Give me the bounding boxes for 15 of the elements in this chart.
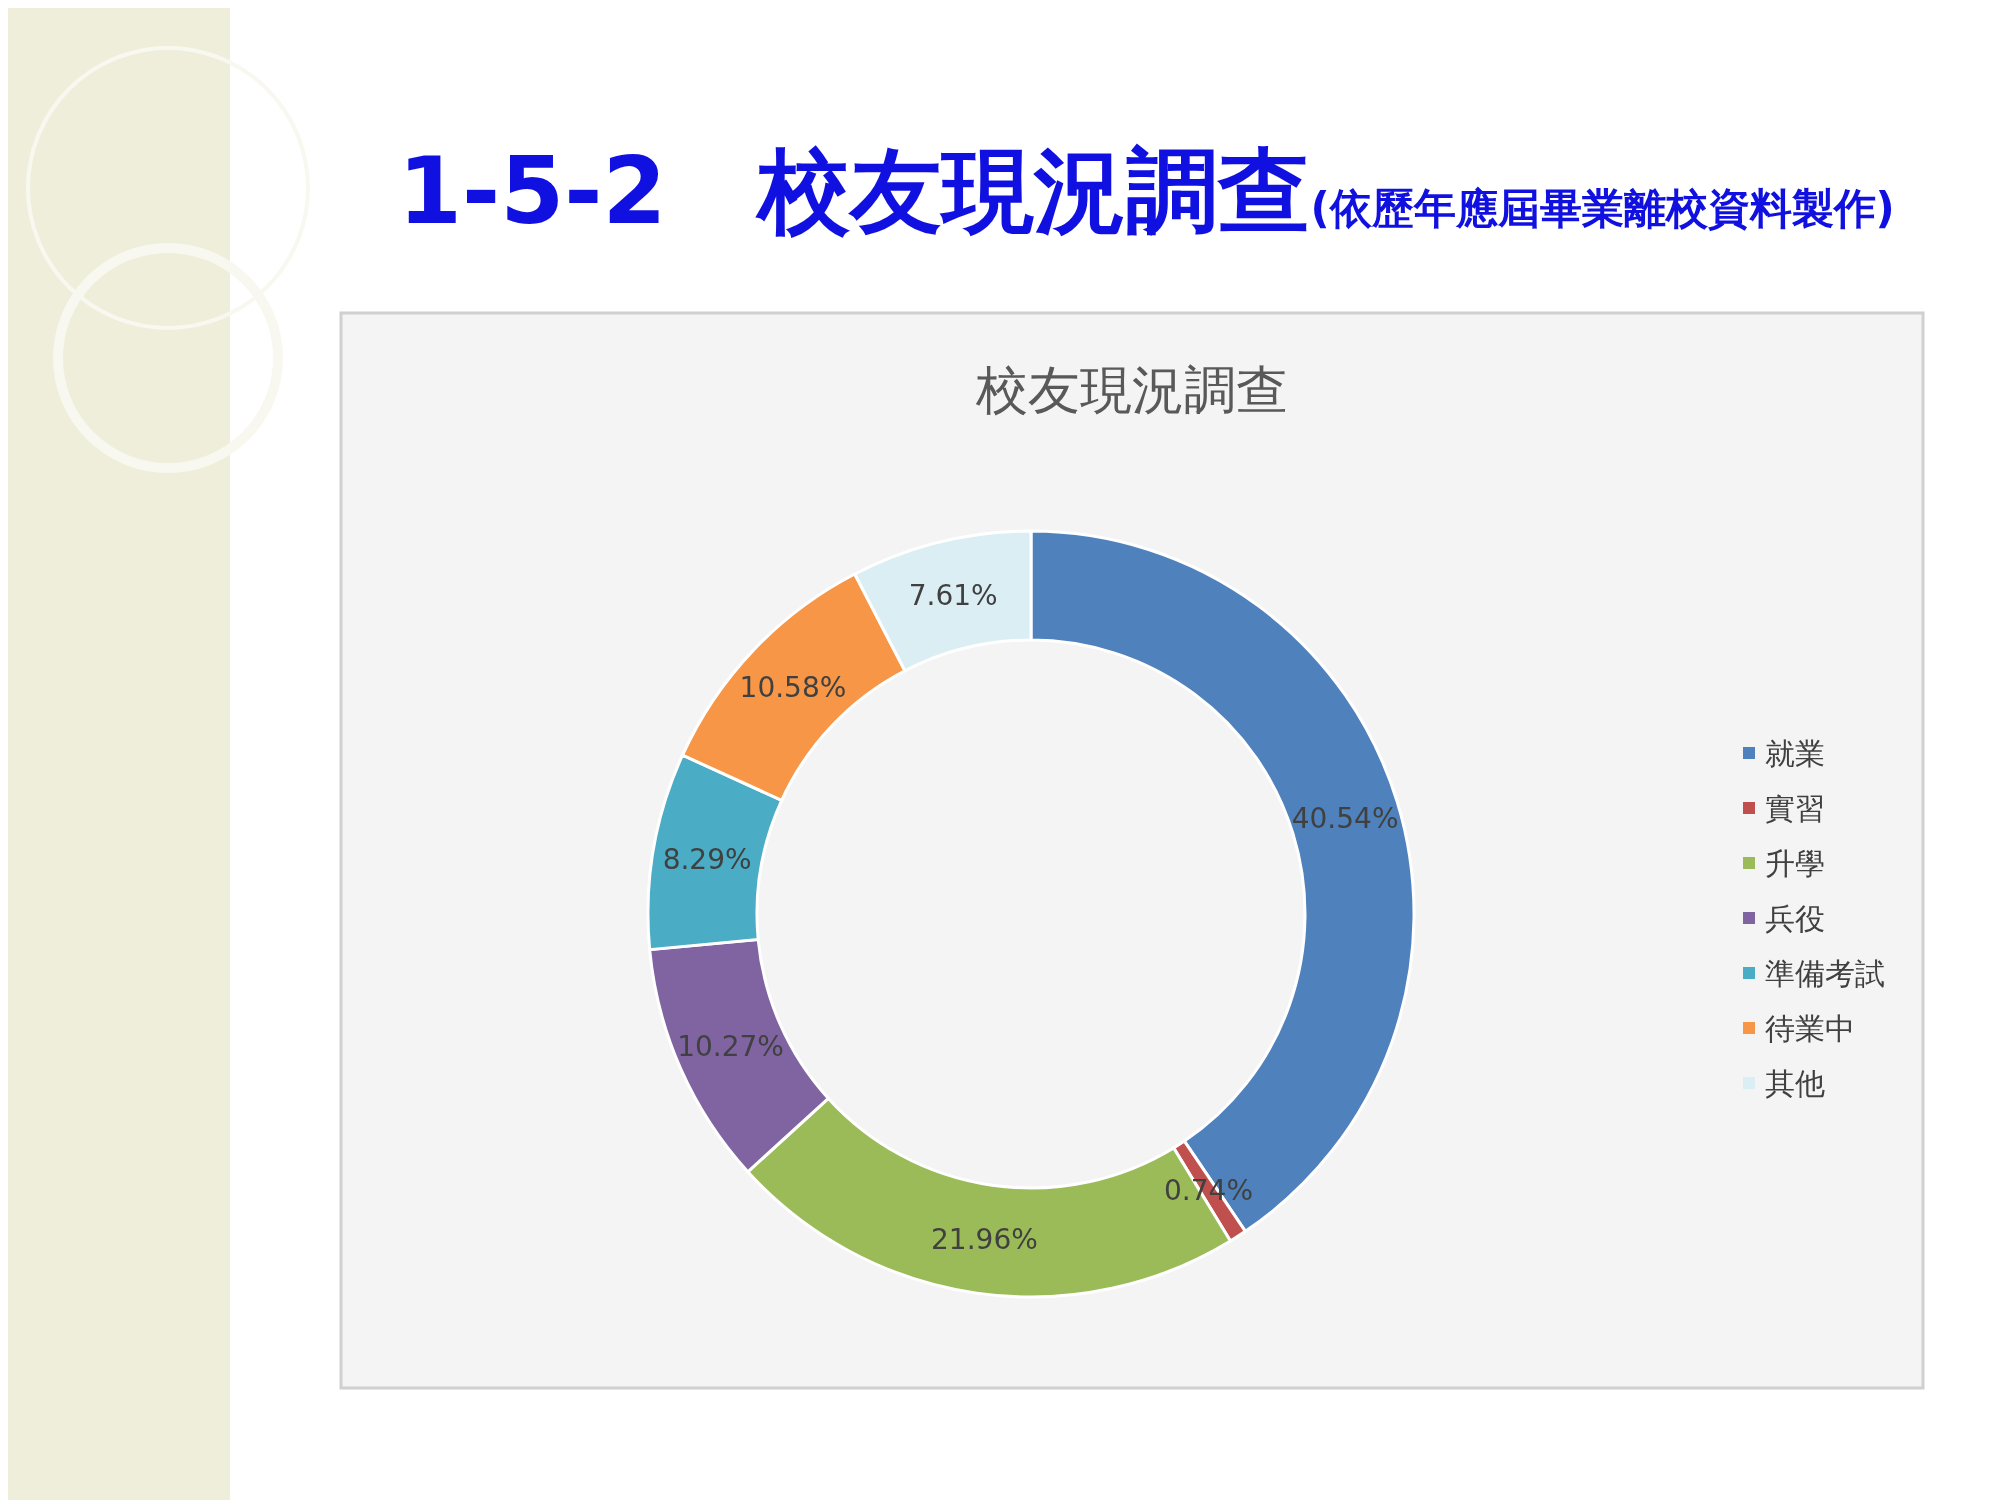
data-label: 21.96% xyxy=(931,1222,1038,1256)
data-label: 7.61% xyxy=(908,578,998,612)
chart-subtitle: 校友現況調查 xyxy=(975,360,1288,420)
legend-label: 兵役 xyxy=(1765,900,1825,936)
legend-label: 待業中 xyxy=(1765,1010,1855,1046)
data-label: 10.58% xyxy=(739,671,847,705)
data-label: 40.54% xyxy=(1291,801,1399,835)
data-label: 10.27% xyxy=(677,1030,784,1064)
legend-label: 其他 xyxy=(1765,1065,1825,1101)
chart-title: 1-5-2 校友現況調查(依歷年應屆畢業離校資料製作) xyxy=(398,138,1895,245)
legend-label: 就業 xyxy=(1765,735,1825,771)
legend-label: 升學 xyxy=(1765,845,1825,881)
data-label: 8.29% xyxy=(662,843,752,877)
legend-label: 準備考試 xyxy=(1765,955,1885,991)
legend-label: 實習 xyxy=(1765,790,1825,826)
